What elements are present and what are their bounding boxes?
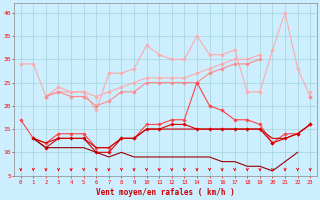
X-axis label: Vent moyen/en rafales ( km/h ): Vent moyen/en rafales ( km/h ) xyxy=(96,188,235,197)
